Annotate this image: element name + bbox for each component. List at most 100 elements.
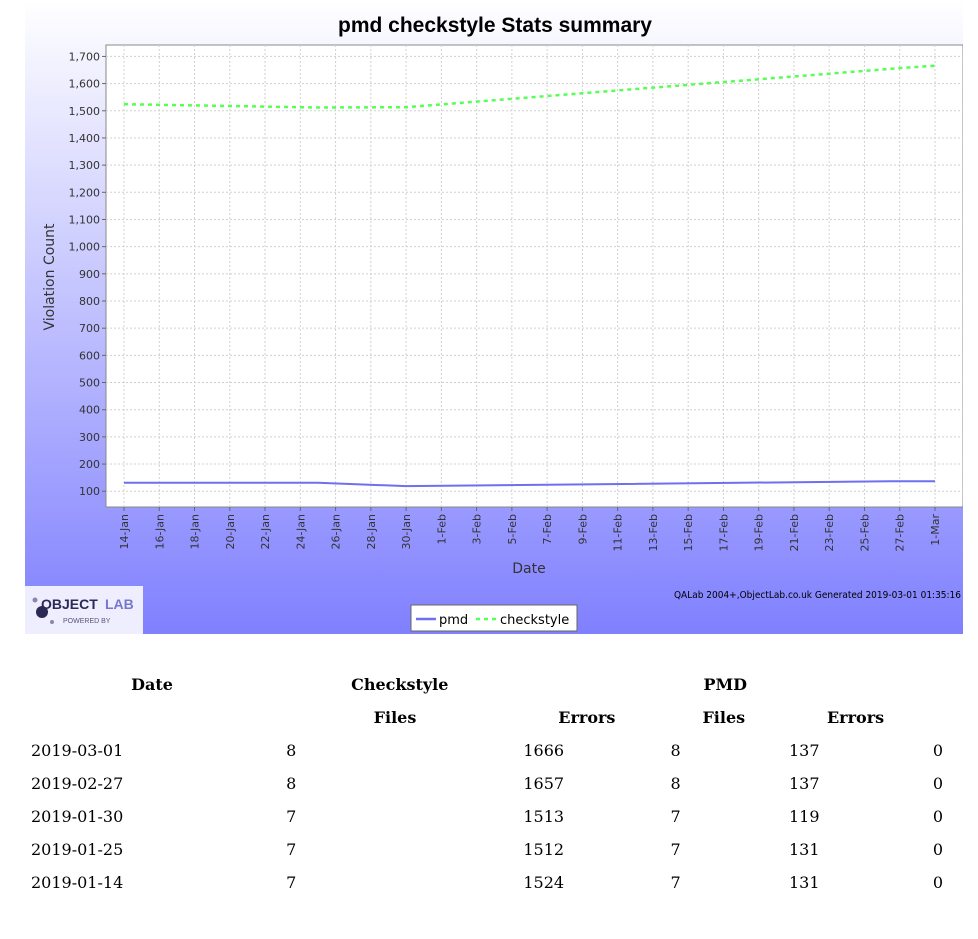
y-tick-label: 800	[79, 295, 100, 308]
cell-pmd-errors: 137	[788, 741, 820, 760]
cell-date: 2019-01-25	[31, 840, 124, 859]
cell-pmd-errors: 137	[788, 774, 820, 793]
x-tick-label: 7-Feb	[541, 514, 554, 544]
table-body: 2019-03-01 8 1666 8 137 0 2019-02-27 8 1657 8 137 0…	[0, 734, 978, 899]
table-row: 2019-02-27 8 1657 8 137 0	[0, 767, 978, 800]
objectlab-logo: OBJECT LAB POWERED BY	[25, 586, 143, 634]
logo-brand-dark: OBJECT	[41, 596, 98, 612]
subheader-checkstyle-errors: Errors	[558, 708, 616, 727]
x-axis-ticks: 14-Jan 16-Jan 18-Jan 20-Jan 22-Jan 24-Jan 26-J…	[118, 507, 942, 551]
table-row: 2019-01-30 7 1513 7 119 0	[0, 800, 978, 833]
cell-extra: 0	[932, 741, 943, 760]
table-row: 2019-03-01 8 1666 8 137 0	[0, 734, 978, 767]
y-tick-label: 1,000	[69, 241, 101, 254]
legend-label-pmd: pmd	[439, 613, 468, 628]
cell-checkstyle-errors: 1512	[523, 840, 565, 859]
cell-extra: 0	[932, 807, 943, 826]
cell-pmd-errors: 119	[788, 807, 820, 826]
y-tick-label: 300	[79, 431, 100, 444]
x-tick-label: 17-Feb	[717, 514, 730, 551]
y-tick-label: 500	[79, 377, 100, 390]
logo-orbit-icon	[36, 606, 48, 618]
cell-extra: 0	[932, 774, 943, 793]
cell-checkstyle-files: 8	[286, 741, 297, 760]
y-tick-label: 900	[79, 268, 100, 281]
table-header-row: Date Checkstyle PMD	[0, 668, 978, 701]
x-tick-label: 25-Feb	[858, 514, 871, 551]
stats-table: Date Checkstyle PMD Files Errors Files E…	[0, 668, 978, 899]
cell-checkstyle-files: 8	[286, 774, 297, 793]
legend: pmd checkstyle	[410, 604, 578, 632]
stats-chart: pmd checkstyle Stats summary 100 200 300 40…	[25, 0, 963, 634]
table-subheader-row: Files Errors Files Errors	[0, 701, 978, 734]
x-tick-label: 3-Feb	[471, 514, 484, 544]
x-tick-label: 16-Jan	[153, 514, 166, 550]
cell-pmd-files: 7	[670, 840, 681, 859]
x-tick-label: 14-Jan	[118, 514, 131, 550]
x-tick-label: 24-Jan	[294, 514, 307, 550]
x-tick-label: 19-Feb	[753, 514, 766, 551]
cell-date: 2019-01-30	[31, 807, 124, 826]
chart-title: pmd checkstyle Stats summary	[338, 14, 652, 37]
y-tick-label: 600	[79, 349, 100, 362]
x-tick-label: 26-Jan	[330, 514, 343, 550]
cell-checkstyle-errors: 1513	[523, 807, 565, 826]
y-axis-ticks: 100 200 300 400 500 600 700 800 900 1,000 1,100 1,2…	[69, 50, 106, 498]
cell-checkstyle-files: 7	[286, 807, 297, 826]
subheader-spacer	[898, 701, 978, 734]
logo-tagline: POWERED BY	[63, 618, 111, 625]
y-tick-label: 1,200	[69, 186, 101, 199]
header-spacer	[898, 668, 978, 701]
header-pmd: PMD	[703, 675, 748, 694]
y-tick-label: 700	[79, 322, 100, 335]
cell-pmd-files: 8	[670, 741, 681, 760]
cell-extra: 0	[932, 873, 943, 892]
subheader-pmd-files: Files	[702, 708, 746, 727]
y-tick-label: 1,300	[69, 159, 101, 172]
series-lines	[123, 64, 936, 488]
logo-brand-light: LAB	[105, 596, 134, 612]
cell-pmd-files: 7	[670, 873, 681, 892]
header-checkstyle: Checkstyle	[351, 675, 449, 694]
cell-checkstyle-files: 7	[286, 873, 297, 892]
x-tick-label: 20-Jan	[224, 514, 237, 550]
subheader-pmd-errors: Errors	[826, 708, 885, 727]
cell-checkstyle-errors: 1657	[523, 774, 565, 793]
cell-pmd-files: 8	[670, 774, 681, 793]
cell-pmd-errors: 131	[788, 840, 820, 859]
y-tick-label: 200	[79, 458, 100, 471]
cell-date: 2019-02-27	[31, 774, 124, 793]
subheader-spacer	[0, 701, 304, 734]
y-axis-label: Violation Count	[42, 223, 58, 331]
x-tick-label: 13-Feb	[647, 514, 660, 551]
table-row: 2019-01-14 7 1524 7 131 0	[0, 866, 978, 899]
cell-extra: 0	[932, 840, 943, 859]
x-tick-label: 23-Feb	[823, 514, 836, 551]
cell-pmd-errors: 131	[788, 873, 820, 892]
cell-date: 2019-01-14	[31, 873, 124, 892]
x-tick-label: 28-Jan	[365, 514, 378, 550]
x-tick-label: 21-Feb	[788, 514, 801, 551]
cell-checkstyle-files: 7	[286, 840, 297, 859]
cell-pmd-files: 7	[670, 807, 681, 826]
header-spacer	[523, 668, 670, 701]
plot-area	[105, 44, 963, 508]
x-tick-label: 22-Jan	[259, 514, 272, 550]
x-tick-label: 11-Feb	[612, 514, 625, 551]
y-tick-label: 1,600	[69, 78, 101, 91]
series-line-checkstyle	[123, 64, 936, 109]
x-tick-label: 18-Jan	[189, 514, 202, 550]
cell-date: 2019-03-01	[31, 741, 124, 760]
x-tick-label: 27-Feb	[894, 514, 907, 551]
x-tick-label: 15-Feb	[682, 514, 695, 551]
y-tick-label: 1,100	[69, 213, 101, 226]
x-tick-label: 1-Feb	[435, 514, 448, 544]
chart-panel: pmd checkstyle Stats summary 100 200 300 40…	[25, 0, 963, 634]
header-spacer	[789, 668, 898, 701]
cell-checkstyle-errors: 1666	[523, 741, 565, 760]
series-line-pmd	[124, 480, 935, 488]
y-tick-label: 1,500	[69, 105, 101, 118]
x-tick-label: 30-Jan	[400, 514, 413, 550]
y-tick-label: 1,400	[69, 132, 101, 145]
x-axis-label: Date	[512, 561, 545, 577]
